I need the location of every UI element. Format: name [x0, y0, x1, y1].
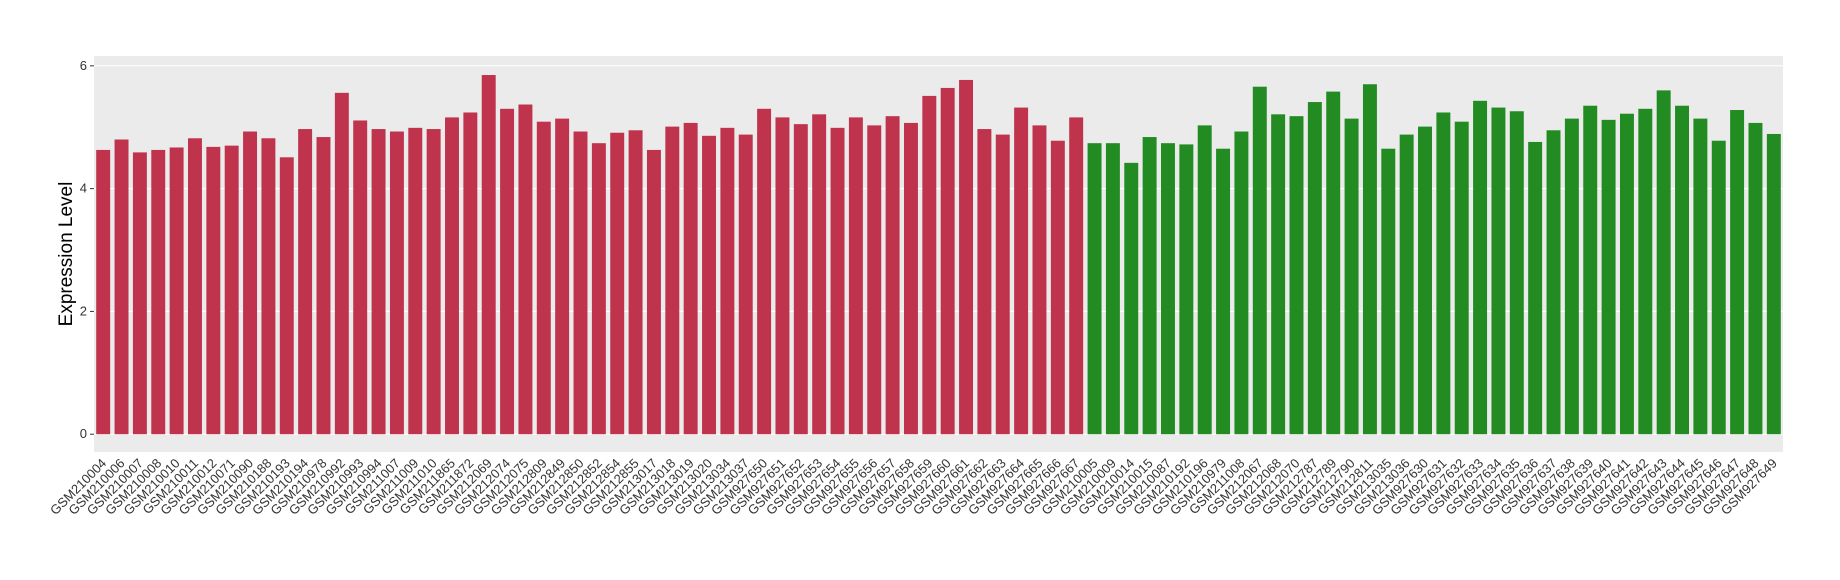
bar: [848, 117, 863, 435]
bar: [243, 131, 258, 435]
bar: [959, 79, 974, 435]
bar: [445, 117, 459, 435]
bar: [1528, 141, 1543, 435]
bar: [1216, 148, 1231, 435]
bar: [1619, 113, 1634, 435]
bar: [995, 134, 1010, 435]
bar: [555, 118, 570, 435]
bar: [1509, 111, 1524, 435]
bar: [206, 146, 221, 435]
bar: [1546, 130, 1561, 435]
bar: [1362, 84, 1377, 435]
bar: [720, 127, 735, 435]
bar: [573, 131, 588, 435]
bar: [1032, 125, 1047, 435]
bar: [775, 117, 790, 435]
bar: [922, 95, 937, 435]
bar: [353, 120, 368, 435]
bar: [316, 137, 331, 435]
bar: [738, 134, 753, 435]
bar: [1326, 91, 1341, 435]
bar: [1601, 119, 1616, 435]
bar: [610, 132, 625, 435]
bar: [1050, 140, 1065, 435]
bar: [867, 125, 882, 435]
y-tick-label: 0: [80, 426, 87, 441]
bar: [481, 75, 496, 435]
bar: [132, 152, 147, 435]
bar: [1252, 86, 1267, 435]
bar: [1583, 105, 1598, 435]
y-tick-label: 2: [80, 303, 87, 318]
bar: [1179, 144, 1194, 435]
bar: [463, 112, 478, 435]
bar: [1491, 107, 1506, 435]
bar: [151, 149, 166, 435]
bar: [536, 121, 551, 435]
bar: [628, 130, 643, 435]
bar: [977, 129, 992, 435]
bar: [1730, 110, 1745, 435]
bar: [1161, 143, 1175, 435]
bar: [1454, 121, 1469, 435]
bar: [1271, 114, 1286, 435]
bar: [114, 139, 129, 435]
bar: [591, 143, 606, 435]
bar: [757, 108, 772, 435]
bar: [702, 135, 716, 435]
bar: [940, 87, 955, 435]
bar: [298, 129, 313, 435]
bar: [500, 108, 515, 435]
bar: [169, 147, 184, 435]
bar: [1142, 137, 1157, 435]
bar: [518, 104, 533, 435]
bar: [665, 126, 680, 435]
y-tick-label: 6: [80, 58, 87, 73]
bar: [1748, 122, 1763, 435]
bar: [1473, 100, 1488, 435]
bar: [830, 127, 845, 435]
bar: [1436, 112, 1451, 435]
bar: [1711, 140, 1726, 435]
bar: [885, 116, 900, 435]
bar: [1766, 133, 1781, 435]
bar: [1069, 117, 1084, 435]
bar: [646, 149, 661, 435]
bar: [1638, 108, 1653, 435]
bar: [1399, 134, 1414, 435]
bar: [1197, 125, 1212, 435]
bar: [1014, 107, 1029, 435]
bar: [389, 131, 404, 435]
bar: [1656, 90, 1671, 435]
bar: [1344, 118, 1359, 435]
bar: [1307, 102, 1322, 435]
bar: [1124, 162, 1139, 435]
bar: [1675, 105, 1690, 435]
bar: [96, 149, 111, 435]
y-axis-title: Expression Level: [56, 182, 77, 327]
bar: [1105, 143, 1120, 435]
bar: [426, 129, 441, 435]
bar: [812, 114, 827, 435]
bar: [793, 124, 808, 435]
bar: [187, 138, 202, 435]
bar: [1087, 143, 1102, 435]
bar: [334, 92, 349, 435]
bar: [1289, 116, 1304, 435]
bar: [1234, 131, 1249, 435]
bar: [371, 129, 386, 435]
bar: [224, 145, 239, 435]
bar: [261, 138, 276, 435]
bar: [1564, 118, 1579, 435]
bar: [683, 122, 698, 435]
bar: [1693, 118, 1708, 435]
y-tick-label: 4: [80, 181, 87, 196]
bar: [1381, 148, 1396, 435]
bar: [903, 122, 918, 435]
bar: [1418, 126, 1432, 435]
bar: [279, 157, 294, 435]
bar: [408, 127, 423, 435]
